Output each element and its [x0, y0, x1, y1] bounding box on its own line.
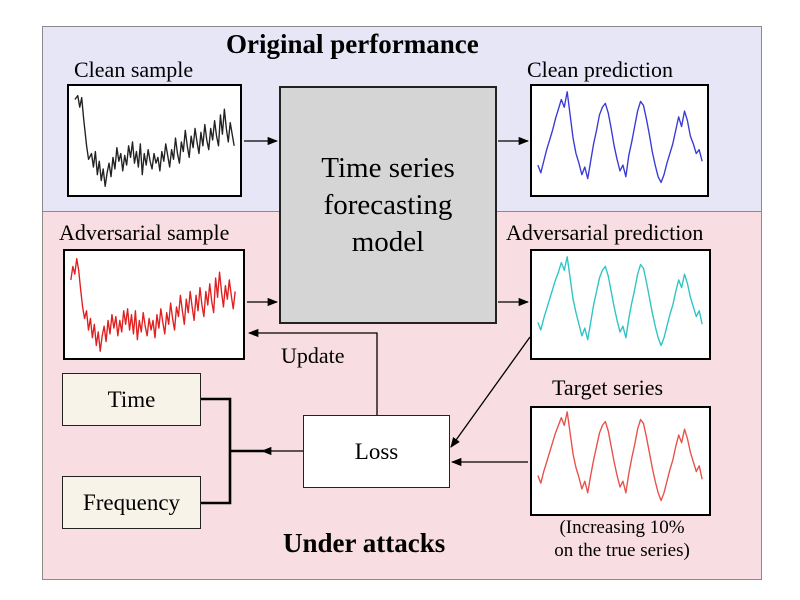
model-label-line2: forecasting: [323, 188, 453, 221]
target-note-line2: on the true series): [554, 540, 690, 561]
clean-prediction-line: [537, 91, 703, 184]
adversarial-sample-label: Adversarial sample: [59, 220, 230, 245]
model-label-line1: Time series: [321, 151, 455, 184]
target-series-line: [537, 411, 703, 502]
forecasting-model-box: Time series forecasting model: [279, 86, 497, 324]
clean-sample-label: Clean sample: [74, 57, 194, 82]
original-performance-heading: Original performance: [226, 29, 479, 59]
clean-sample-plot: [67, 84, 242, 197]
under-attacks-heading: Under attacks: [283, 528, 446, 558]
adversarial-sample-line: [70, 258, 236, 352]
update-label: Update: [281, 343, 345, 368]
target-series-plot: [530, 406, 711, 516]
time-domain-box: Time: [62, 373, 201, 426]
adversarial-prediction-plot: [530, 249, 711, 360]
time-domain-label: Time: [107, 386, 156, 412]
clean-sample-line: [74, 94, 235, 187]
loss-box: Loss: [303, 415, 450, 488]
clean-prediction-label: Clean prediction: [527, 57, 674, 82]
target-series-label: Target series: [552, 375, 664, 400]
adversarial-prediction-line: [537, 256, 703, 347]
target-series-note: (Increasing 10% on the true series): [512, 516, 732, 562]
frequency-domain-label: Frequency: [82, 489, 181, 515]
loss-label: Loss: [354, 438, 399, 464]
adversarial-sample-plot: [63, 249, 245, 360]
target-note-line1: (Increasing 10%: [559, 517, 685, 538]
model-label-line3: model: [351, 225, 425, 258]
adversarial-prediction-label: Adversarial prediction: [506, 220, 704, 245]
frequency-domain-box: Frequency: [62, 476, 201, 529]
clean-prediction-plot: [530, 84, 709, 197]
